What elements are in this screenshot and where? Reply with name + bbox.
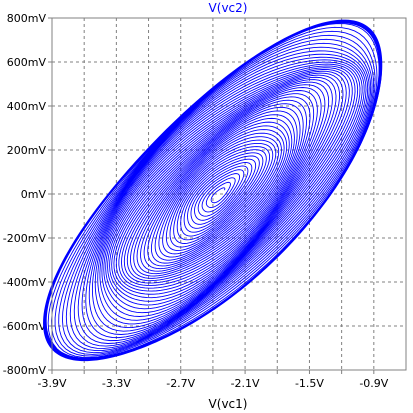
y-tick-label: -800mV [3, 364, 47, 377]
x-axis-title: V(vc1) [209, 397, 248, 411]
x-tick-label: -3.9V [38, 377, 67, 390]
y-tick-label: -200mV [3, 232, 47, 245]
y-tick-label: -400mV [3, 276, 47, 289]
x-tick-label: -3.3V [102, 377, 131, 390]
x-tick-label: -2.7V [166, 377, 195, 390]
chart-title: V(vc2) [209, 1, 248, 15]
x-tick-label: -0.9V [359, 377, 388, 390]
x-tick-label: -2.1V [231, 377, 260, 390]
y-axis-ticks: 800mV 600mV 400mV 200mV 0mV -200mV -400mV -600m… [3, 12, 52, 377]
y-tick-label: -600mV [3, 320, 47, 333]
y-tick-label: 200mV [7, 144, 47, 157]
plot-frame [51, 17, 407, 371]
series-layer [43, 19, 383, 362]
limit-cycle-ring [43, 19, 383, 362]
x-tick-label: -1.5V [295, 377, 324, 390]
y-tick-label: 600mV [7, 56, 47, 69]
x-axis-ticks: -3.9V -3.3V -2.7V -2.1V -1.5V -0.9V [38, 370, 389, 390]
y-tick-label: 0mV [21, 188, 47, 201]
series-line [44, 23, 382, 361]
y-tick-label: 400mV [7, 100, 47, 113]
y-tick-label: 800mV [7, 12, 47, 25]
